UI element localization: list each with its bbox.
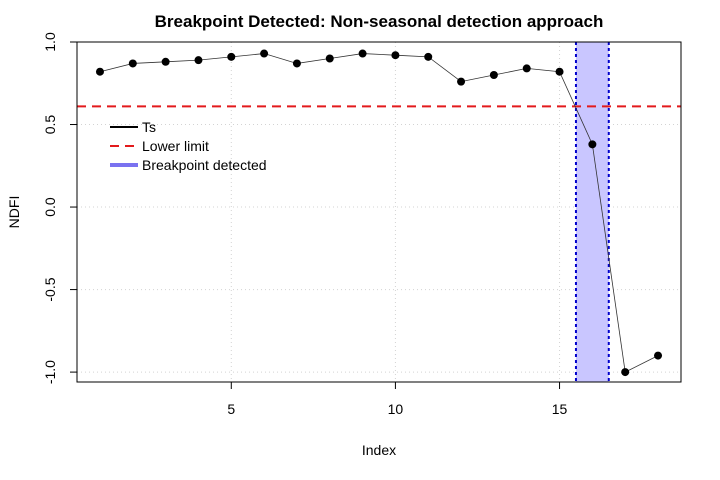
- y-tick-label: -1.0: [42, 360, 58, 384]
- data-point: [621, 368, 630, 377]
- legend-label: Ts: [142, 119, 156, 135]
- data-point: [227, 52, 236, 61]
- data-point: [325, 54, 334, 63]
- breakpoint-fill: [575, 42, 609, 382]
- x-axis: 5 10 15: [227, 382, 568, 417]
- legend-label: Lower limit: [142, 138, 209, 154]
- breakpoint-band: [574, 42, 610, 382]
- data-point: [194, 56, 203, 65]
- y-tick-label: 1.0: [42, 32, 58, 52]
- x-tick-label: 15: [552, 401, 568, 417]
- plot-frame: [76, 41, 682, 383]
- data-point: [424, 52, 433, 61]
- y-tick-label: 0.5: [42, 115, 58, 135]
- y-axis-label: NDFI: [6, 196, 22, 229]
- y-tick-label: -0.5: [42, 277, 58, 301]
- x-axis-label: Index: [362, 442, 396, 458]
- data-point: [457, 77, 466, 86]
- chart-title: Breakpoint Detected: Non-seasonal detect…: [155, 12, 604, 31]
- ts-series: [95, 49, 663, 377]
- data-point: [95, 67, 104, 76]
- y-tick-label: 0.0: [42, 197, 58, 217]
- data-point: [654, 351, 663, 360]
- data-point: [260, 49, 269, 58]
- data-point: [128, 59, 137, 68]
- series-line: [99, 53, 659, 373]
- data-point: [161, 57, 170, 66]
- legend: Ts Lower limit Breakpoint detected: [110, 119, 267, 173]
- x-tick-label: 10: [388, 401, 404, 417]
- data-point: [358, 49, 367, 58]
- y-axis: -1.0 -0.5 0.0 0.5 1.0: [42, 32, 77, 384]
- data-point: [588, 140, 597, 149]
- data-point: [555, 67, 564, 76]
- x-tick-label: 5: [227, 401, 235, 417]
- legend-label: Breakpoint detected: [142, 157, 267, 173]
- data-point: [522, 64, 531, 73]
- data-point: [489, 71, 498, 80]
- data-point: [391, 51, 400, 60]
- data-point: [292, 59, 301, 68]
